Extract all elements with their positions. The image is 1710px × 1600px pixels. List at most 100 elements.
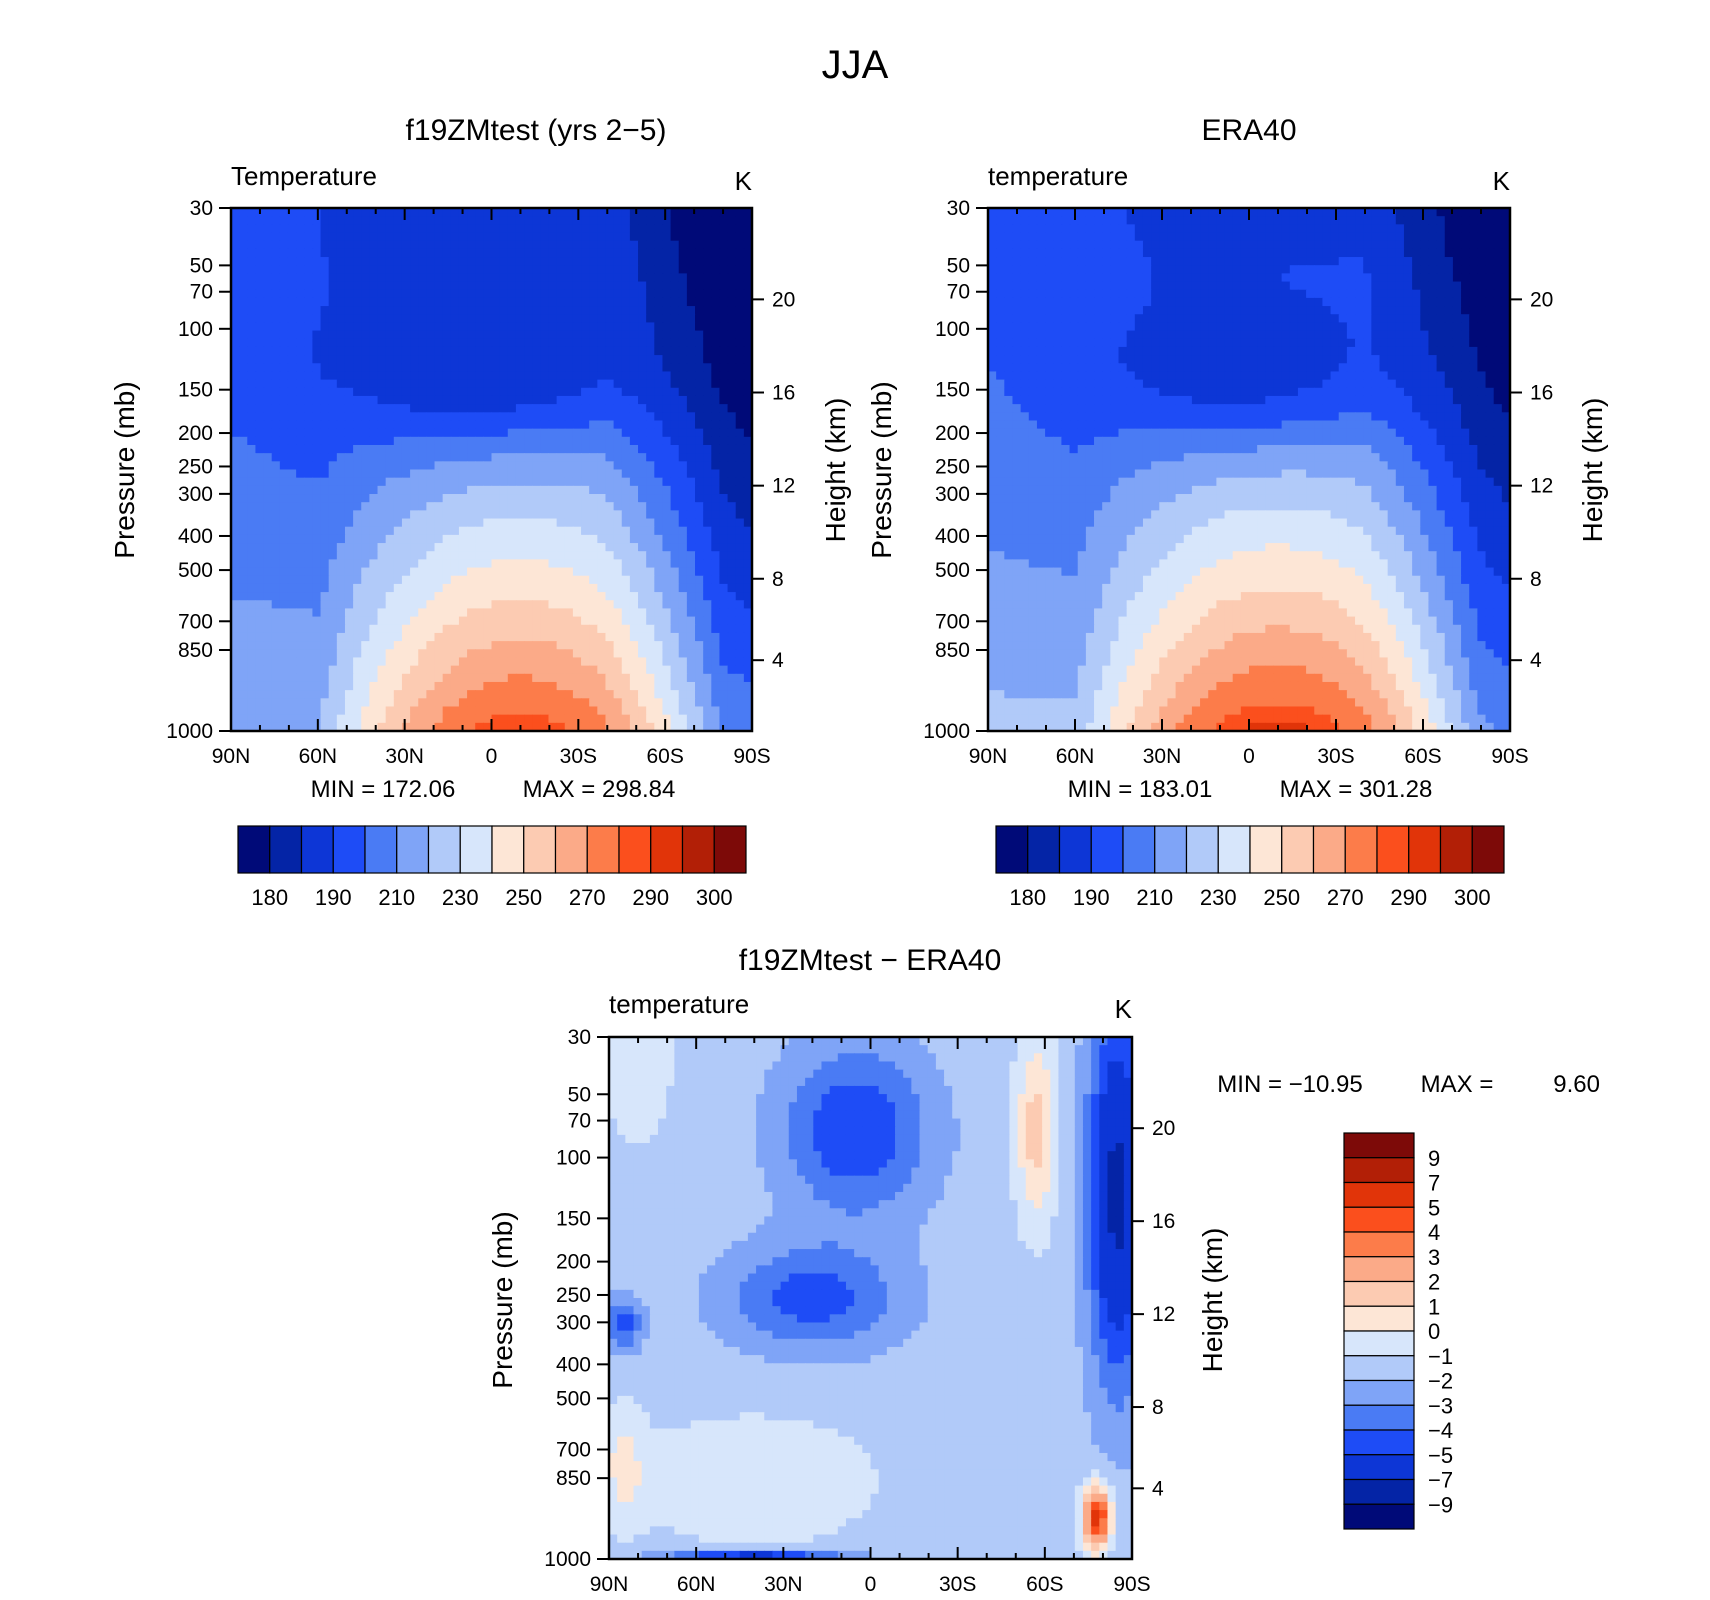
contour-cell [239, 240, 248, 250]
contour-cell [499, 461, 509, 471]
contour-cell [703, 469, 712, 479]
contour-cell [239, 338, 248, 348]
contour-cell [467, 494, 476, 503]
contour-cell [678, 608, 688, 618]
contour-cell [377, 575, 387, 585]
contour-cell [605, 453, 615, 462]
contour-cell [401, 641, 411, 650]
contour-cell [678, 583, 688, 593]
contour-cell [304, 273, 314, 283]
contour-cell [743, 526, 753, 536]
contour-cell [662, 714, 672, 724]
contour-cell [296, 624, 305, 634]
contour-cell [548, 592, 558, 601]
contour-cell [483, 494, 493, 503]
contour-cell [711, 306, 721, 315]
contour-cell [239, 216, 248, 225]
contour-cell [442, 281, 452, 291]
contour-cell [654, 224, 664, 234]
contour-cell [711, 583, 721, 593]
contour-cell [410, 412, 419, 422]
contour-cell [548, 216, 558, 225]
contour-cell [727, 371, 737, 381]
contour-cell [564, 420, 574, 430]
contour-cell [613, 436, 623, 446]
contour-cell [1306, 216, 1315, 225]
contour-cell [654, 494, 664, 503]
contour-cell [507, 420, 517, 430]
contour-cell [304, 379, 314, 389]
contour-cell [231, 706, 240, 716]
contour-cell [556, 216, 566, 225]
contour-cell [442, 494, 452, 503]
contour-cell [458, 387, 468, 397]
contour-cell [239, 600, 248, 610]
contour-cell [1420, 208, 1430, 217]
contour-cell [564, 559, 574, 569]
contour-cell [695, 494, 704, 503]
contour-cell [1412, 232, 1421, 242]
contour-cell [662, 543, 672, 552]
colorbar-box [586, 825, 620, 874]
contour-cell [613, 641, 623, 650]
contour-cell [532, 534, 541, 544]
contour-cell [255, 665, 265, 675]
contour-cell [377, 583, 387, 593]
contour-cell [467, 224, 476, 234]
contour-cell [320, 297, 330, 307]
contour-cell [605, 510, 615, 520]
contour-cell [719, 510, 729, 520]
contour-cell [336, 559, 346, 569]
contour-cell [1159, 208, 1169, 217]
contour-cell [719, 216, 729, 225]
contour-cell [369, 502, 379, 511]
contour-cell [328, 469, 338, 479]
contour-cell [1297, 208, 1307, 217]
contour-cell [271, 690, 281, 699]
contour-cell [727, 379, 737, 389]
contour-cell [353, 338, 362, 348]
contour-cell [271, 404, 281, 413]
contour-cell [320, 502, 330, 511]
contour-cell [239, 526, 248, 536]
contour-cell [1265, 289, 1275, 299]
contour-cell [1501, 224, 1511, 234]
contour-cell [442, 690, 452, 699]
contour-cell [255, 543, 265, 552]
contour-cell [540, 461, 550, 471]
contour-cell [743, 583, 753, 593]
contour-cell [442, 526, 452, 536]
contour-cell [483, 657, 493, 667]
contour-cell [1346, 240, 1356, 250]
contour-cell [1126, 297, 1136, 307]
contour-cell [1085, 248, 1095, 258]
contour-cell [564, 257, 574, 266]
contour-cell [279, 379, 289, 389]
contour-cell [483, 322, 493, 332]
contour-cell [1200, 281, 1209, 291]
contour-cell [1322, 240, 1332, 250]
contour-cell [467, 641, 476, 650]
contour-cell [450, 502, 460, 511]
contour-cell [442, 216, 452, 225]
y-axis-label: Pressure (mb) [109, 381, 140, 558]
contour-cell [499, 346, 509, 356]
contour-cell [458, 583, 468, 593]
contour-cell [1094, 265, 1103, 274]
contour-cell [1036, 265, 1046, 274]
contour-cell [670, 485, 680, 495]
contour-cell [1175, 297, 1185, 307]
contour-cell [475, 346, 484, 356]
contour-cell [532, 346, 541, 356]
contour-cell [654, 632, 664, 642]
contour-cell [450, 698, 460, 708]
contour-cell [1045, 240, 1054, 250]
contour-cell [418, 608, 427, 618]
contour-cell [695, 722, 704, 732]
contour-cell [239, 722, 248, 732]
y-tick-label: 850 [178, 639, 213, 662]
contour-cell [1461, 257, 1470, 266]
contour-cell [442, 559, 452, 569]
contour-cell [638, 395, 647, 405]
contour-cell [320, 698, 330, 708]
